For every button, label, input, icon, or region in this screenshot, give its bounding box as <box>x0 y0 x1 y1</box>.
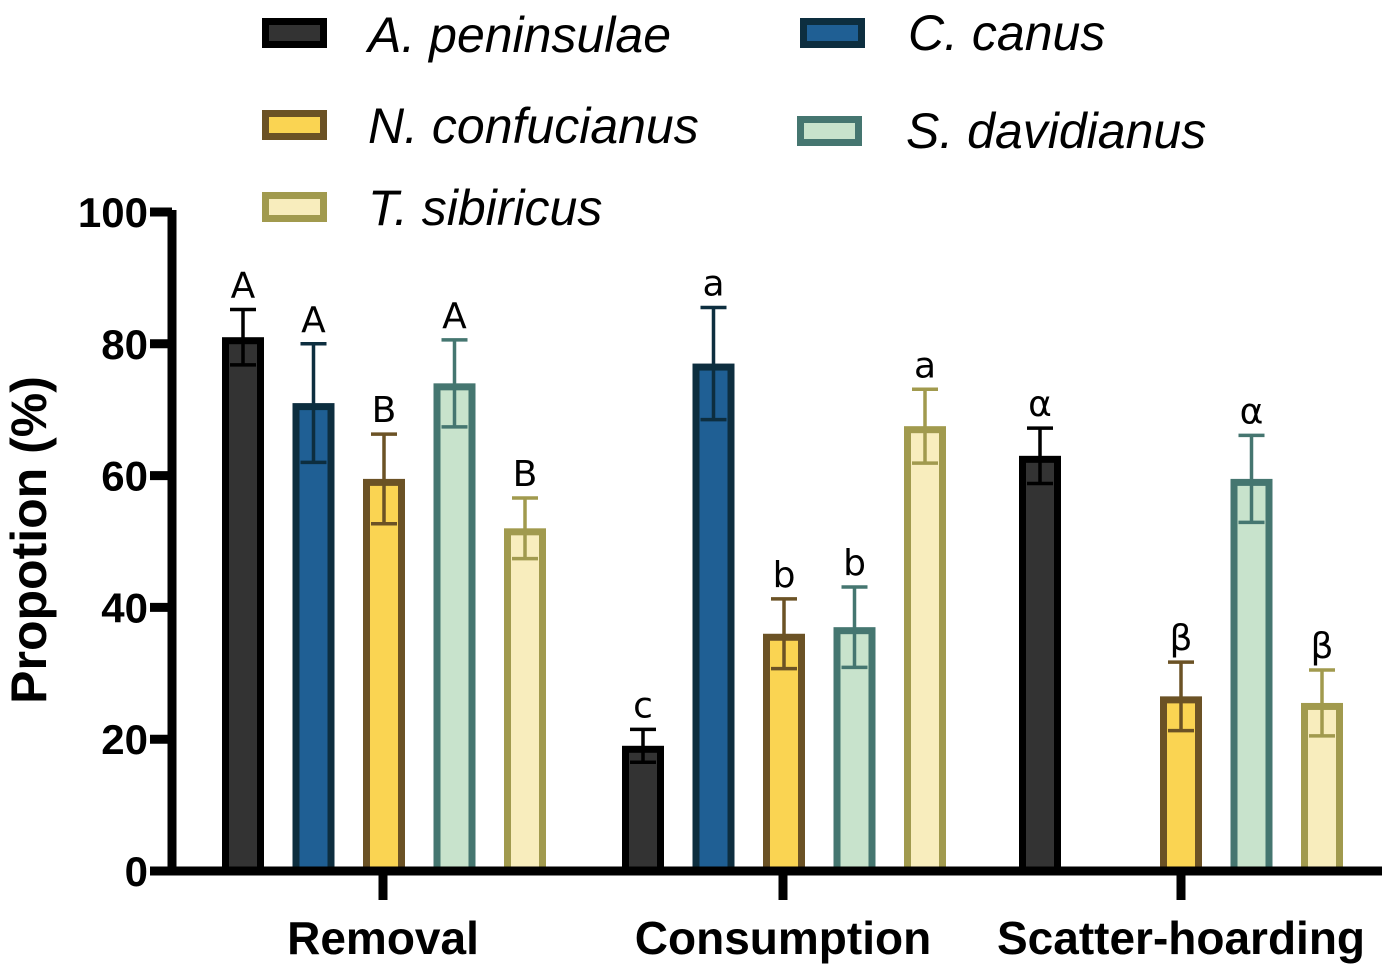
y-tick-label: 20 <box>101 716 148 763</box>
significance-label: c <box>633 685 653 726</box>
significance-label: B <box>513 454 538 495</box>
bar-group: α <box>1230 391 1273 875</box>
legend-swatch <box>262 18 327 48</box>
x-tick-label: Removal <box>287 912 479 964</box>
legend-label: N. confucianus <box>368 98 699 154</box>
significance-label: β <box>1170 618 1193 659</box>
significance-label: A <box>231 266 256 307</box>
y-tick-label: 40 <box>101 584 148 631</box>
bar <box>763 633 805 875</box>
significance-label: b <box>773 555 796 596</box>
legend-item: C. canus <box>800 5 1105 61</box>
bar <box>1019 455 1061 875</box>
bar <box>363 478 405 875</box>
legend-label: T. sibiricus <box>368 180 602 236</box>
bar-group: a <box>692 264 735 875</box>
bar-group: B <box>504 454 546 875</box>
legend-label: C. canus <box>908 5 1105 61</box>
significance-label: b <box>843 543 866 584</box>
significance-label: B <box>372 390 397 431</box>
y-axis-title: Propotion (%) <box>1 376 57 704</box>
bar-group: A <box>292 300 335 875</box>
y-ticks: 0 20 40 60 80 100 <box>78 189 172 895</box>
legend: A. peninsulae C. canus N. confucianus S. da… <box>262 5 1206 236</box>
legend-swatch <box>262 192 327 222</box>
legend-swatch <box>797 116 862 146</box>
bars: Ac α Aa Bb β Ab α Bβ a <box>222 264 1343 875</box>
legend-label: S. davidianus <box>906 103 1206 159</box>
bar <box>833 627 876 875</box>
bar <box>692 363 735 875</box>
x-ticks: Removal Consumption Scatter-hoarding <box>287 871 1365 964</box>
bar-group: a <box>904 345 946 875</box>
bar <box>292 403 335 875</box>
legend-item: S. davidianus <box>797 103 1206 159</box>
y-tick-label: 80 <box>101 321 148 368</box>
significance-label: α <box>1028 384 1052 425</box>
bar <box>222 337 264 875</box>
bar-group: b <box>763 555 805 875</box>
significance-label: A <box>442 296 467 337</box>
bar <box>622 745 664 875</box>
legend-swatch <box>800 18 865 48</box>
bar <box>504 528 546 875</box>
x-tick-label: Consumption <box>635 912 931 964</box>
bar-group: b <box>833 543 876 875</box>
bar-group: α <box>1019 384 1061 875</box>
significance-label: a <box>914 345 936 386</box>
legend-item: A. peninsulae <box>262 7 671 63</box>
x-tick-label: Scatter-hoarding <box>997 912 1365 964</box>
legend-item: N. confucianus <box>262 98 699 154</box>
significance-label: α <box>1240 391 1264 432</box>
y-tick-label: 100 <box>78 189 148 236</box>
bar-group: A <box>433 296 476 875</box>
bar <box>904 426 946 875</box>
legend-item: T. sibiricus <box>262 180 602 236</box>
bar-group: A <box>222 266 264 875</box>
legend-swatch <box>262 110 327 140</box>
significance-label: a <box>702 264 724 305</box>
bar <box>433 383 476 875</box>
bar-group: β <box>1160 618 1202 875</box>
significance-label: β <box>1311 626 1334 667</box>
bar-group: B <box>363 390 405 875</box>
legend-label: A. peninsulae <box>365 7 671 63</box>
y-tick-label: 0 <box>125 848 148 895</box>
bar-group: β <box>1301 626 1343 875</box>
significance-label: A <box>301 300 326 341</box>
bar-group: c <box>622 685 664 875</box>
bar <box>1230 478 1273 875</box>
y-tick-label: 60 <box>101 453 148 500</box>
